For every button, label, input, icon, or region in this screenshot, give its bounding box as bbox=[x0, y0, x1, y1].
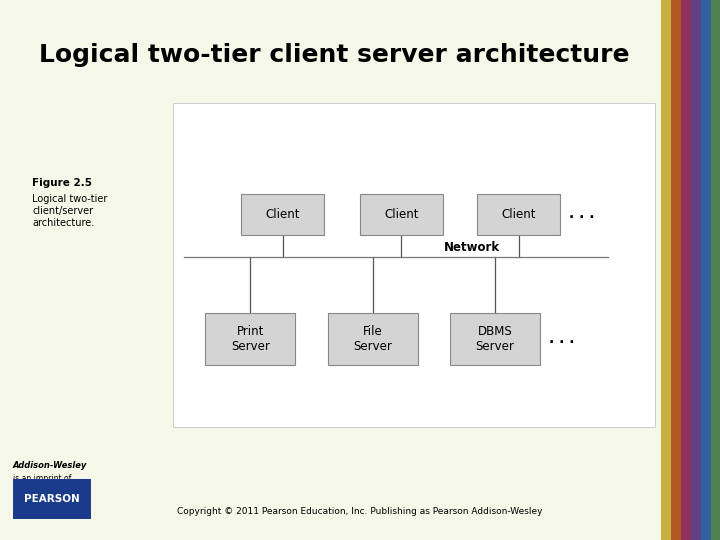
Bar bbox=[671, 0, 681, 540]
Text: is an imprint of: is an imprint of bbox=[13, 474, 71, 483]
FancyBboxPatch shape bbox=[360, 194, 443, 235]
Text: Network: Network bbox=[444, 241, 500, 254]
FancyBboxPatch shape bbox=[241, 194, 324, 235]
Text: . . .: . . . bbox=[549, 332, 575, 346]
Bar bbox=[701, 0, 711, 540]
Text: PEARSON: PEARSON bbox=[24, 494, 80, 504]
Text: Figure 2.5: Figure 2.5 bbox=[32, 178, 92, 188]
Bar bbox=[681, 0, 691, 540]
FancyBboxPatch shape bbox=[450, 313, 540, 365]
Text: Print
Server: Print Server bbox=[231, 325, 269, 353]
Text: Logical two-tier
client/server
architecture.: Logical two-tier client/server architect… bbox=[32, 194, 108, 227]
Text: Copyright © 2011 Pearson Education, Inc. Publishing as Pearson Addison-Wesley: Copyright © 2011 Pearson Education, Inc.… bbox=[177, 508, 543, 516]
FancyBboxPatch shape bbox=[205, 313, 295, 365]
Bar bbox=[661, 0, 671, 540]
Text: Client: Client bbox=[502, 208, 536, 221]
Text: DBMS
Server: DBMS Server bbox=[476, 325, 514, 353]
Text: Addison-Wesley: Addison-Wesley bbox=[13, 461, 87, 470]
Text: Client: Client bbox=[384, 208, 418, 221]
FancyBboxPatch shape bbox=[477, 194, 560, 235]
Text: Client: Client bbox=[266, 208, 300, 221]
Bar bbox=[711, 0, 720, 540]
Text: Logical two-tier client server architecture: Logical two-tier client server architect… bbox=[39, 43, 629, 67]
FancyBboxPatch shape bbox=[328, 313, 418, 365]
Bar bbox=[173, 103, 655, 427]
Bar bbox=[691, 0, 701, 540]
Text: . . .: . . . bbox=[569, 207, 594, 221]
FancyBboxPatch shape bbox=[13, 479, 91, 519]
Text: File
Server: File Server bbox=[354, 325, 392, 353]
